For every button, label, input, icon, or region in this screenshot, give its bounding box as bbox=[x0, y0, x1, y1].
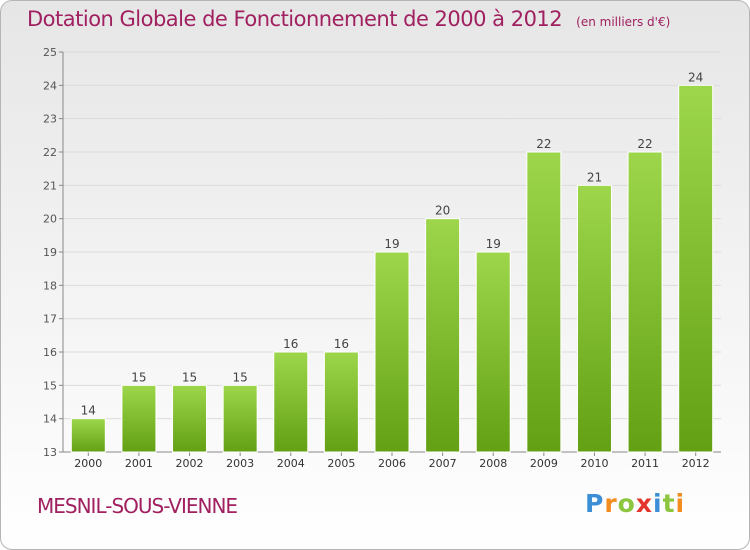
bar-2001 bbox=[121, 384, 157, 453]
logo-letter: P bbox=[585, 489, 605, 518]
bar-value-label: 20 bbox=[435, 204, 450, 218]
y-tick-label: 16 bbox=[43, 346, 57, 359]
bar-value-label: 15 bbox=[233, 370, 248, 384]
x-tick-label: 2000 bbox=[74, 457, 102, 470]
bar-value-label: 22 bbox=[536, 137, 551, 151]
bar-value-label: 19 bbox=[384, 237, 399, 251]
logo-letter: r bbox=[604, 489, 618, 518]
bar-value-label: 15 bbox=[182, 370, 197, 384]
y-tick-label: 15 bbox=[43, 379, 57, 392]
bar-value-label: 15 bbox=[131, 370, 146, 384]
logo-letter: i bbox=[653, 489, 663, 518]
y-tick-label: 19 bbox=[43, 246, 57, 259]
x-tick-label: 2005 bbox=[327, 457, 355, 470]
proxiti-logo: Proxiti bbox=[585, 489, 685, 518]
y-tick-label: 23 bbox=[43, 113, 57, 126]
logo-letter: t bbox=[662, 489, 676, 518]
bar-2000 bbox=[70, 418, 106, 453]
chart-title: Dotation Globale de Fonctionnement de 20… bbox=[27, 7, 670, 31]
y-tick-label: 20 bbox=[43, 213, 57, 226]
bar-value-label: 21 bbox=[587, 170, 602, 184]
y-tick-label: 14 bbox=[43, 413, 57, 426]
chart-title-text: Dotation Globale de Fonctionnement de 20… bbox=[27, 7, 563, 31]
x-tick-label: 2006 bbox=[378, 457, 406, 470]
bar-2003 bbox=[222, 384, 258, 453]
bar-2004 bbox=[273, 351, 309, 453]
x-tick-label: 2010 bbox=[580, 457, 608, 470]
y-tick-label: 17 bbox=[43, 313, 57, 326]
chart-subtitle: (en milliers d'€) bbox=[576, 15, 671, 29]
x-tick-label: 2008 bbox=[479, 457, 507, 470]
y-tick-label: 21 bbox=[43, 179, 57, 192]
bar-value-label: 16 bbox=[283, 337, 298, 351]
bar-value-label: 16 bbox=[334, 337, 349, 351]
logo-letter: o bbox=[617, 489, 636, 518]
y-tick-label: 13 bbox=[43, 446, 57, 459]
bar-value-label: 22 bbox=[637, 137, 652, 151]
x-tick-label: 2012 bbox=[682, 457, 710, 470]
bar-2009 bbox=[526, 151, 562, 453]
bar-2011 bbox=[627, 151, 663, 453]
bar-2005 bbox=[323, 351, 359, 453]
x-tick-label: 2002 bbox=[176, 457, 204, 470]
x-tick-label: 2009 bbox=[530, 457, 558, 470]
y-tick-label: 25 bbox=[43, 46, 57, 59]
bar-2012 bbox=[678, 84, 714, 453]
logo-letter: i bbox=[675, 489, 686, 518]
y-tick-label: 18 bbox=[43, 279, 57, 292]
logo-letter: x bbox=[635, 489, 653, 518]
bar-value-label: 24 bbox=[688, 70, 703, 84]
y-tick-label: 24 bbox=[43, 79, 57, 92]
commune-name: MESNIL-SOUS-VIENNE bbox=[37, 494, 238, 518]
bar-2007 bbox=[425, 218, 461, 453]
bar-2008 bbox=[475, 251, 511, 453]
x-tick-label: 2007 bbox=[429, 457, 457, 470]
x-tick-label: 2003 bbox=[226, 457, 254, 470]
bar-value-label: 19 bbox=[486, 237, 501, 251]
y-tick-label: 22 bbox=[43, 146, 57, 159]
bar-value-label: 14 bbox=[81, 404, 96, 418]
x-tick-label: 2011 bbox=[631, 457, 659, 470]
x-tick-label: 2004 bbox=[277, 457, 305, 470]
bar-2006 bbox=[374, 251, 410, 453]
bar-2002 bbox=[172, 384, 208, 453]
bar-2010 bbox=[576, 184, 612, 453]
x-tick-label: 2001 bbox=[125, 457, 153, 470]
